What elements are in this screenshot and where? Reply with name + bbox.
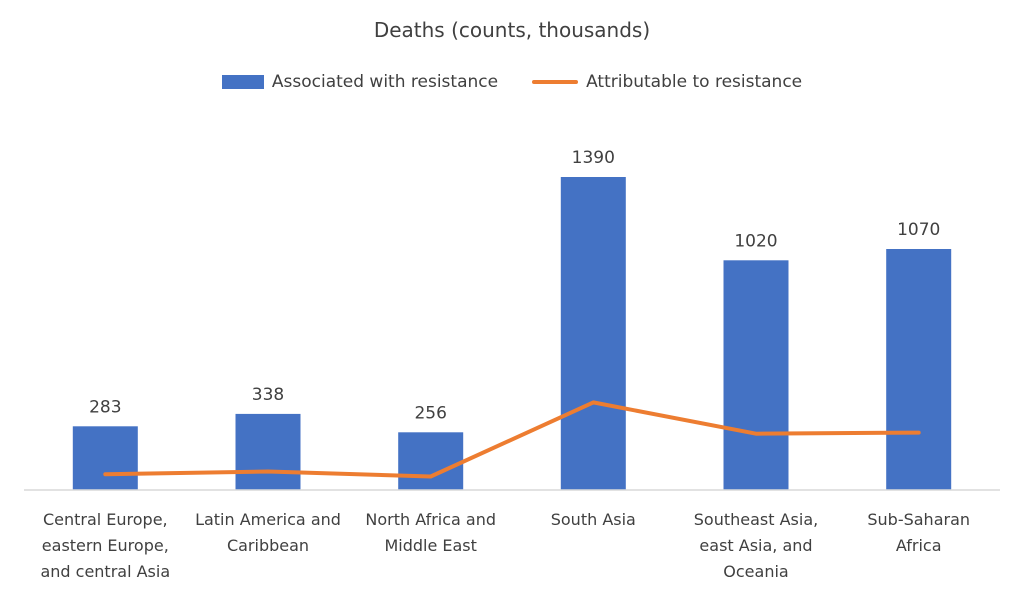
x-tick-label-3: South Asia <box>551 510 636 529</box>
data-label-5: 1070 <box>897 220 940 240</box>
legend-label-attributable: Attributable to resistance <box>586 72 803 92</box>
x-tick-label-4: Southeast Asia, east Asia, and Oceania <box>694 510 818 581</box>
data-label-1: 338 <box>252 385 284 405</box>
bar-0 <box>72 426 138 490</box>
legend-label-associated: Associated with resistance <box>271 72 499 92</box>
x-tick-label-0: Central Europe, eastern Europe, and centra… <box>40 510 170 581</box>
legend-swatch-bar <box>221 75 264 89</box>
legend-swatch-line <box>532 80 579 84</box>
legend-item-associated: Associated with resistance <box>221 72 499 92</box>
bar-5 <box>886 249 952 490</box>
x-tick-label-5: Sub-Saharan Africa <box>867 510 970 555</box>
legend: Associated with resistance Attributable … <box>0 72 1024 92</box>
bar-2 <box>398 432 464 490</box>
data-label-0: 283 <box>89 397 121 417</box>
data-label-4: 1020 <box>734 231 777 251</box>
x-tick-label-2: North Africa and Middle East <box>365 510 496 555</box>
data-label-2: 256 <box>414 403 446 423</box>
x-tick-label-1: Latin America and Caribbean <box>195 510 341 555</box>
data-label-3: 1390 <box>572 148 615 168</box>
legend-item-attributable: Attributable to resistance <box>532 72 802 92</box>
chart-title: Deaths (counts, thousands) <box>373 18 651 42</box>
bar-4 <box>723 260 789 490</box>
bar-3 <box>560 177 626 490</box>
line-attributable <box>103 400 921 479</box>
bar-1 <box>235 413 301 490</box>
